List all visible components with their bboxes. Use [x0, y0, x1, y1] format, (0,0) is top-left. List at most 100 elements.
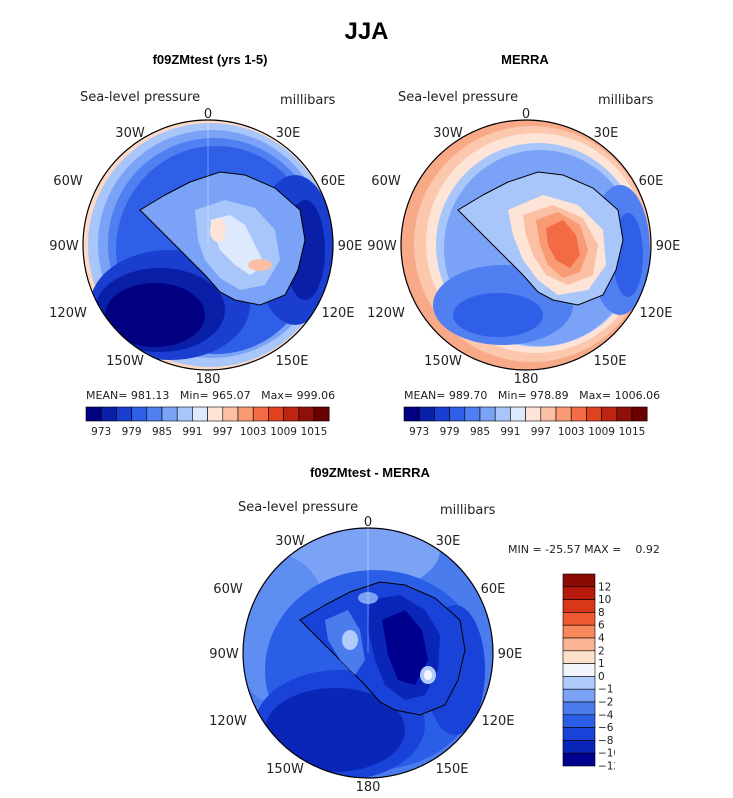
panel-2-lon-label: 60E — [639, 174, 664, 189]
panel-3-colorbar-swatch — [562, 714, 596, 728]
panel-3-colorbar-swatch — [562, 586, 596, 600]
panel-2-lon-label: 90W — [367, 239, 397, 254]
panel-1-lon-label: 90E — [338, 239, 363, 254]
panel-3-colorbar-tick-label: −2 — [598, 697, 613, 709]
panel-1-colorbar-swatch — [268, 406, 284, 422]
panel-1-lon-label: 120E — [321, 306, 354, 321]
panel-1-lon-label: 30W — [115, 126, 145, 141]
panel-3-lon-label: 180 — [356, 780, 381, 795]
panel-2-lon-label: 180 — [514, 372, 539, 387]
panel-2-title: MERRA — [501, 52, 549, 67]
panel-2-lon-label: 0 — [522, 107, 530, 122]
panel-1-colorbar-swatch — [313, 406, 330, 422]
panel-2-colorbar-tick-label: 1009 — [588, 426, 615, 438]
panel-3-colorbar-swatch — [562, 752, 596, 767]
panel-1-stats: MEAN= 981.13 Min= 965.07 Max= 999.06 — [86, 389, 336, 402]
panel-2-colorbar-tick-label: 991 — [500, 426, 520, 438]
panel-1-lon-label: 30E — [276, 126, 301, 141]
panel-3-colorbar-tick-label: −6 — [598, 722, 614, 734]
panel-1-variable-label: Sea-level pressure — [80, 90, 201, 105]
panel-3-colorbar-tick-label: 6 — [598, 620, 605, 632]
panel-3-colorbar-tick-label: −10 — [598, 748, 615, 760]
panel-3-polar-map: 0 30E 60E 90E 120E 150E 180 150W 120W 90… — [209, 515, 522, 795]
panel-1-colorbar-swatch — [252, 406, 269, 422]
panel-2-colorbar-swatch — [464, 406, 481, 422]
panel-3-map-border — [242, 527, 494, 779]
panel-1-colorbar-swatch — [85, 406, 102, 422]
panel-1-colorbar-swatch — [100, 406, 117, 422]
panel-2-colorbar-swatch — [403, 406, 420, 422]
panel-1-colorbar-swatch — [146, 406, 163, 422]
panel-2-colorbar-swatch — [525, 406, 542, 422]
panel-1-lon-label: 0 — [204, 107, 212, 122]
panel-2-colorbar-tick-label: 1003 — [558, 426, 585, 438]
panel-3-colorbar-tick-label: −1 — [598, 684, 613, 696]
panel-1-map-border — [82, 119, 334, 371]
panel-3-colorbar-tick-label: 12 — [598, 581, 611, 593]
panel-3-lon-label: 120E — [481, 714, 514, 729]
panel-2-colorbar-swatch — [555, 406, 572, 422]
panel-1-polar-map: 0 30E 60E 90E 120E 150E 180 150W 120W 90… — [49, 107, 363, 387]
panel-3-colorbar-swatch — [562, 663, 596, 677]
panel-1-colorbar-tick-label: 1015 — [301, 426, 328, 438]
panel-2-colorbar-tick-label: 1015 — [619, 426, 646, 438]
panel-3-colorbar-tick-label: 8 — [598, 607, 605, 619]
panel-3-lon-label: 30W — [275, 534, 305, 549]
panel-3-colorbar-swatch — [562, 701, 596, 716]
panel-1-lon-label: 150E — [275, 354, 308, 369]
panel-2-lon-label: 150E — [593, 354, 626, 369]
panel-3-colorbar-swatch — [562, 612, 596, 626]
panel-1-colorbar-tick-label: 1003 — [240, 426, 267, 438]
panel-3-lon-label: 0 — [364, 515, 372, 530]
panel-3-colorbar-swatch — [562, 650, 596, 664]
panel-2-variable-label: Sea-level pressure — [398, 90, 519, 105]
panel-1-colorbar-tick-label: 985 — [152, 426, 172, 438]
panel-1-colorbar-swatch — [283, 406, 300, 422]
panel-3-variable-label: Sea-level pressure — [238, 500, 359, 515]
panel-2-colorbar-tick-label: 997 — [531, 426, 551, 438]
panel-1-colorbar-swatch — [192, 406, 208, 422]
panel-1-units-label: millibars — [280, 93, 336, 108]
panel-1-lon-label: 120W — [49, 306, 87, 321]
panel-3-colorbar-tick-label: −4 — [598, 709, 614, 721]
panel-3-colorbar-tick-label: 4 — [598, 633, 605, 645]
panel-1-lon-label: 60E — [321, 174, 346, 189]
panel-1-colorbar-swatch — [161, 406, 178, 422]
panel-2-colorbar-swatch — [570, 406, 587, 422]
panel-2-colorbar-swatch — [418, 406, 435, 422]
panel-2-lon-label: 150W — [424, 354, 462, 369]
panel-3-colorbar-swatch — [562, 727, 596, 741]
panel-1-lon-label: 150W — [106, 354, 144, 369]
panel-3-stats: MIN = -25.57 MAX = 0.92 — [508, 543, 660, 556]
panel-3-colorbar-tick-label: 0 — [598, 671, 605, 683]
panel-1-colorbar-tick-label: 973 — [91, 426, 111, 438]
panel-1-colorbar-swatch — [207, 406, 224, 422]
panel-3-colorbar-swatch — [562, 688, 596, 703]
panel-3-lon-label: 60E — [481, 582, 506, 597]
panel-3-colorbar-swatch — [562, 637, 596, 652]
panel-1-colorbar-tick-label: 997 — [213, 426, 233, 438]
panel-2-colorbar-swatch — [449, 406, 466, 422]
panel-1-colorbar-swatch — [222, 406, 239, 422]
panel-3-colorbar-swatch — [562, 599, 596, 613]
panel-2-colorbar-swatch — [586, 406, 602, 422]
panel-1-colorbar-swatch — [298, 406, 315, 422]
panel-2-colorbar-swatch — [616, 406, 633, 422]
panel-2-colorbar-tick-label: 985 — [470, 426, 490, 438]
panel-2-colorbar-swatch — [631, 406, 648, 422]
panel-3-title: f09ZMtest - MERRA — [310, 465, 430, 480]
figure-title: JJA — [344, 18, 389, 45]
panel-3-colorbar-tick-label: 1 — [598, 658, 605, 670]
panel-2-map-border — [400, 119, 652, 371]
panel-3-colorbar-swatch — [562, 624, 596, 639]
panel-2-colorbar: 973 979 985 991 997 1003 1009 1015 — [403, 406, 648, 438]
panel-3-colorbar-swatch — [562, 676, 596, 690]
panel-2-lon-label: 60W — [371, 174, 401, 189]
panel-1-lon-label: 180 — [196, 372, 221, 387]
panel-1-title: f09ZMtest (yrs 1-5) — [152, 52, 268, 67]
panel-2-colorbar-swatch — [494, 406, 511, 422]
panel-3-lon-label: 150E — [435, 762, 468, 777]
panel-3-lon-label: 150W — [266, 762, 304, 777]
panel-2-colorbar-swatch — [601, 406, 618, 422]
